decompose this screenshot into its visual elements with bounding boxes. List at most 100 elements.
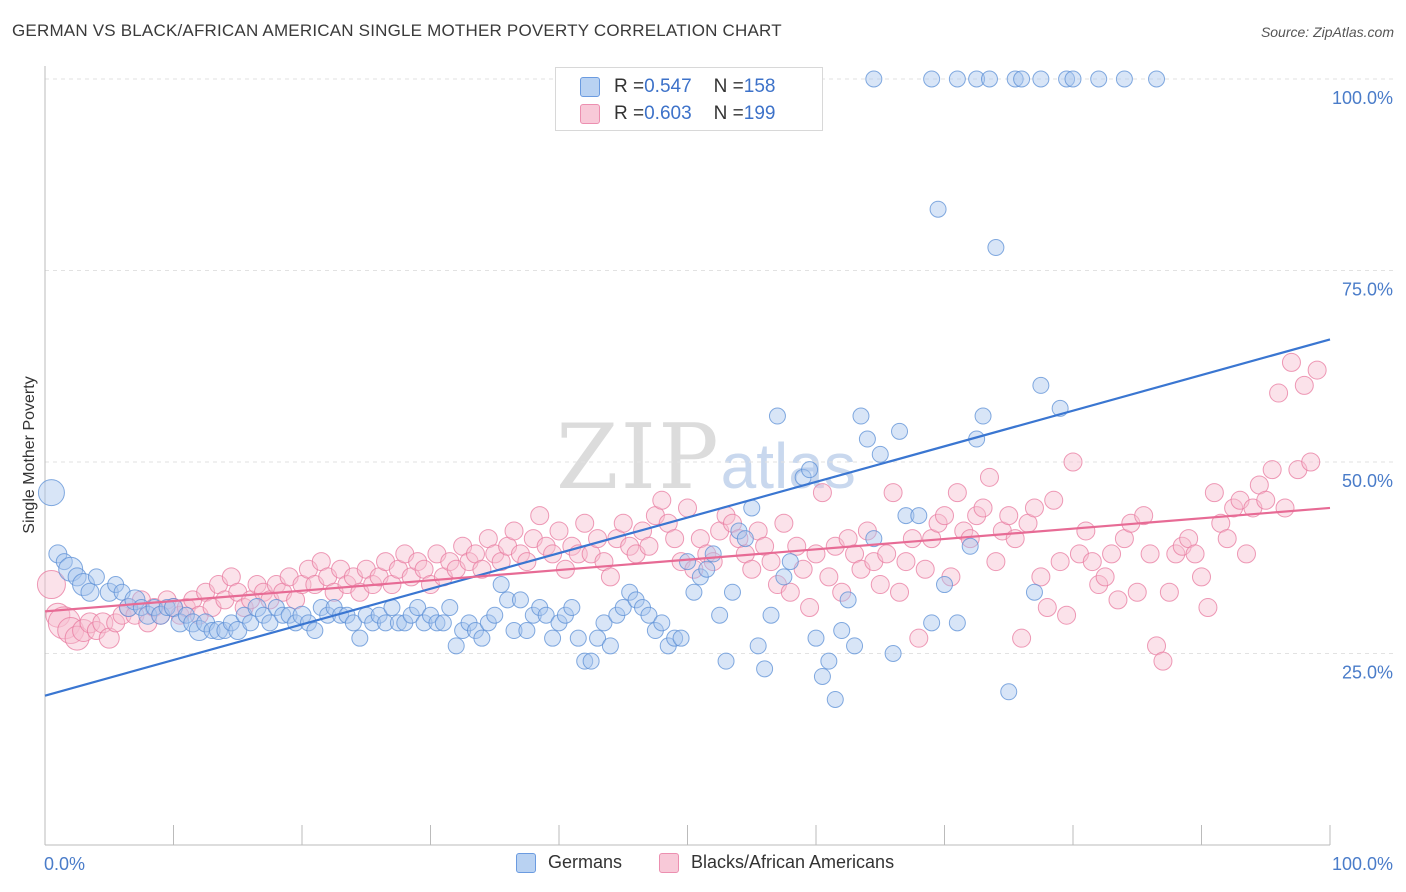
x-tick-label: 0.0%: [44, 854, 85, 874]
german-point: [762, 606, 780, 624]
german-point: [929, 200, 947, 218]
black-point: [973, 498, 993, 518]
german-point: [1032, 70, 1050, 88]
chart-title: GERMAN VS BLACK/AFRICAN AMERICAN SINGLE …: [12, 21, 782, 40]
black-point: [1269, 383, 1289, 403]
black-point: [979, 467, 999, 487]
black-point: [678, 498, 697, 518]
german-trend-line: [44, 338, 1331, 697]
german-point: [601, 637, 619, 655]
german-point: [723, 583, 741, 601]
german-point: [807, 629, 825, 647]
black-point: [1102, 544, 1122, 564]
german-point: [820, 652, 838, 670]
german-point: [711, 606, 729, 624]
german-point: [306, 622, 324, 640]
german-point: [640, 606, 658, 624]
black-point: [935, 506, 954, 526]
german-point: [871, 445, 889, 463]
watermark: ZIPatlas: [556, 405, 856, 510]
black-point: [1301, 452, 1321, 472]
black-point: [1166, 544, 1186, 564]
black-point: [1185, 544, 1205, 564]
german-point: [563, 599, 581, 617]
black-point: [1224, 498, 1244, 518]
black-point: [64, 625, 90, 651]
german-point: [544, 629, 562, 647]
black-point: [504, 521, 524, 541]
german-point: [389, 614, 407, 632]
black-point: [1256, 490, 1276, 510]
german-point: [968, 70, 986, 88]
black-point: [1044, 490, 1064, 510]
german-point: [846, 637, 864, 655]
black-point: [1140, 544, 1160, 564]
german-point: [961, 537, 979, 555]
black-point: [1204, 483, 1224, 503]
black-point: [774, 513, 794, 533]
watermark-main: ZIP: [556, 405, 721, 510]
german-point: [948, 614, 966, 632]
stats-legend: R = 0.547 N = 158 R = 0.603 N = 199: [555, 67, 823, 131]
black-point: [1198, 598, 1218, 618]
black-point: [1108, 590, 1128, 610]
black-point: [1217, 529, 1237, 549]
german-point: [351, 629, 369, 647]
german-point: [756, 660, 774, 678]
german-point: [441, 599, 459, 617]
german-point: [891, 422, 909, 440]
black-point: [536, 536, 556, 556]
german-point: [775, 568, 793, 586]
legend-swatch-germans: [580, 77, 600, 97]
black-point: [575, 513, 595, 533]
black-point: [1012, 628, 1032, 648]
german-point: [987, 239, 1005, 257]
series-legend-blacks[interactable]: Blacks/African Americans: [659, 852, 894, 873]
german-point: [672, 629, 690, 647]
black-point: [902, 529, 922, 549]
german-point: [274, 606, 292, 624]
series-label-germans: Germans: [548, 852, 623, 872]
german-point: [1058, 70, 1076, 88]
y-axis-title: Single Mother Poverty: [21, 376, 38, 533]
series-legend: Germans Blacks/African Americans: [0, 852, 1406, 878]
legend-r-value: 0.603: [644, 103, 692, 124]
german-point: [813, 667, 831, 685]
black-point: [1281, 352, 1301, 372]
german-point: [1064, 70, 1082, 88]
german-point: [576, 652, 594, 670]
series-legend-germans[interactable]: Germans: [516, 852, 622, 873]
x-tick-label: 100.0%: [1332, 854, 1393, 874]
black-point: [408, 552, 428, 572]
german-point: [1115, 70, 1133, 88]
german-point: [717, 652, 735, 670]
german-point: [409, 599, 427, 617]
german-point: [344, 614, 362, 632]
german-point: [884, 645, 902, 662]
german-point: [948, 70, 966, 88]
black-point: [440, 552, 460, 572]
german-point: [589, 629, 607, 647]
german-point: [505, 622, 523, 640]
black-point: [1262, 460, 1282, 480]
german-point: [1148, 70, 1166, 88]
black-point: [896, 552, 916, 572]
german-point: [486, 606, 504, 624]
black-point: [909, 628, 929, 648]
black-point: [1159, 582, 1179, 602]
german-point: [582, 652, 600, 670]
black-point: [761, 552, 781, 572]
german-point: [685, 583, 703, 601]
legend-row-germans: R = 0.547 N = 158: [580, 75, 775, 99]
y-tick-label: 50.0%: [1342, 471, 1393, 491]
black-point: [812, 483, 832, 503]
black-point: [954, 521, 974, 541]
black-point: [986, 552, 1006, 572]
black-point: [806, 544, 826, 564]
black-trend-line: [44, 506, 1331, 613]
german-point: [595, 614, 613, 632]
black-point: [1294, 375, 1314, 395]
german-point: [768, 407, 786, 425]
black-point: [1153, 651, 1173, 671]
legend-n-label: N =: [713, 76, 744, 97]
